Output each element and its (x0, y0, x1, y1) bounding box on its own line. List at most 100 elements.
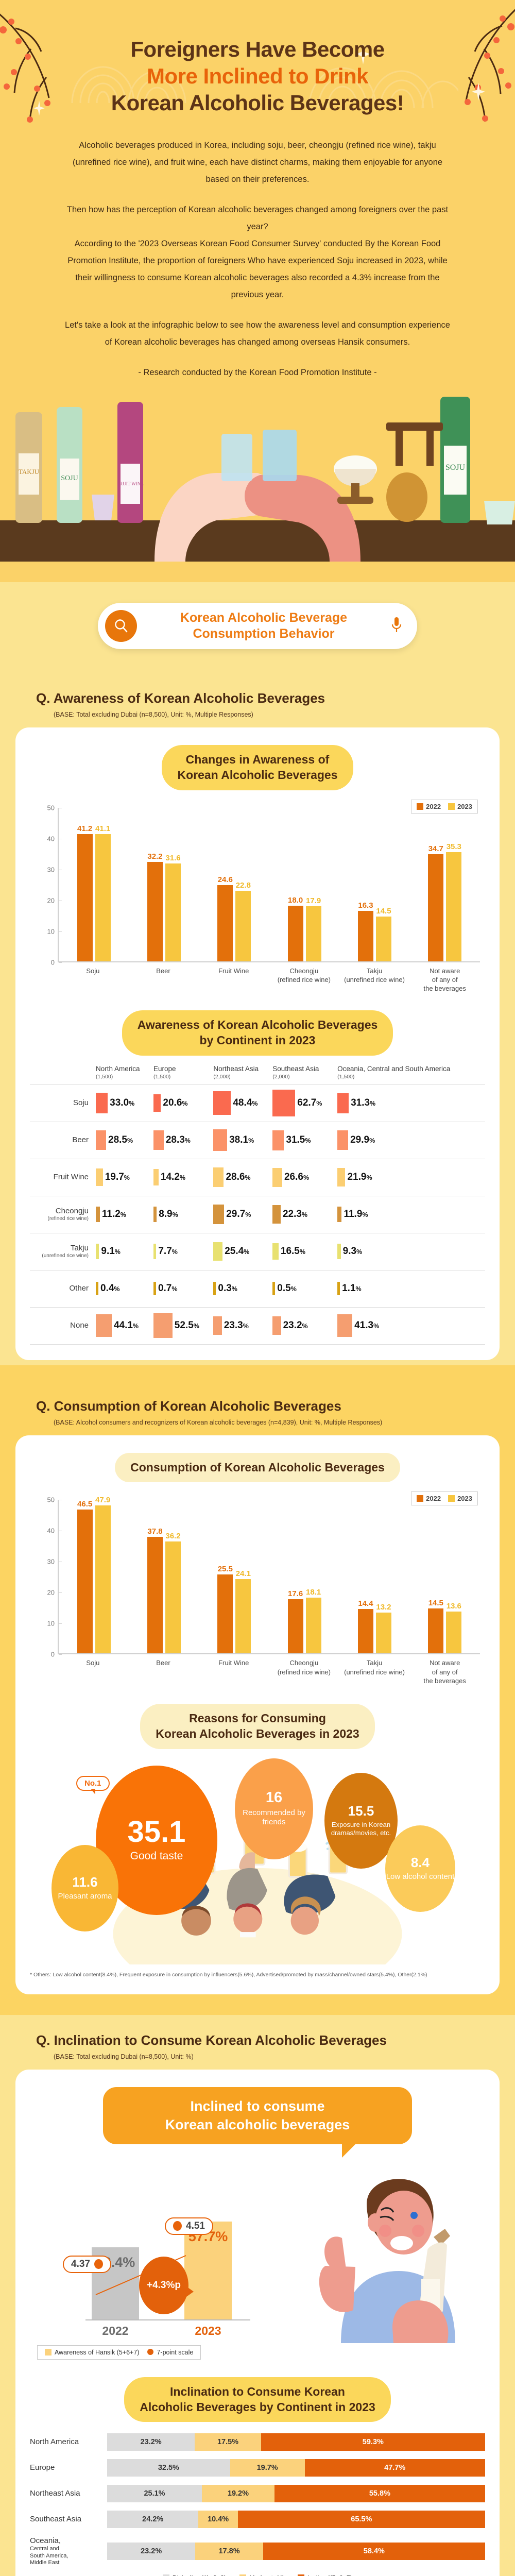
cell-bar (153, 1094, 161, 1112)
awareness-chart-title-line-1: Changes in Awareness of (185, 753, 330, 767)
cell-value: 20.6% (163, 1097, 188, 1109)
cell-value: 29.9% (350, 1134, 375, 1146)
table-cell: 23.3% (213, 1307, 272, 1344)
table-corner (30, 1065, 96, 1084)
bar-value: 14.5 (376, 907, 391, 916)
cell-value: 23.3% (224, 1320, 249, 1331)
banner-title-line-1: Korean Alcoholic Beverage (180, 611, 348, 625)
cell-value: 52.5% (174, 1320, 199, 1331)
inclination-continent-title-line-1: Inclination to Consume Korean (170, 2384, 345, 2398)
plot-area: 0 10 20 30 40 50 46.5 47.9 37.8 36.2 25.5 24.1 17.6 1… (47, 1496, 480, 1658)
bar-2023: 14.5 (375, 907, 391, 962)
x-axis-label: Cheongju (refined rice wine) (277, 1659, 331, 1676)
svg-text:SOJU: SOJU (61, 474, 78, 482)
cell-bar (337, 1168, 346, 1187)
score-2022: 4.37 (63, 2255, 111, 2273)
stack-segment: 23.2% (107, 2433, 195, 2451)
x-axis-label: Takju (unrefined rice wine) (344, 1659, 405, 1676)
legend-label-inclined: Inclined(5+6+7) (307, 2574, 352, 2576)
cell-value: 8.9% (159, 1209, 178, 1220)
table-cell: 1.1% (337, 1270, 485, 1307)
bar-2023: 17.9 (305, 896, 321, 962)
legend-item-2022: 2022 (417, 1495, 441, 1502)
inclination-continent-title-line-2: Alcoholic Beverages by Continent in 2023 (140, 2400, 375, 2414)
stacked-row-label: Southeast Asia (30, 2515, 82, 2524)
awareness-section: Q. Awareness of Korean Alcoholic Beverag… (0, 673, 515, 1365)
cell-bar (96, 1168, 103, 1187)
cell-value: 9.3% (342, 1246, 363, 1257)
x-axis-label: Fruit Wine (218, 967, 249, 975)
table-cell: 22.3% (272, 1196, 337, 1233)
bar-2023: 36.2 (165, 1532, 181, 1654)
reasons-bubbles: 35.1 Good taste No.1 16 Recommended by f… (30, 1758, 485, 1964)
intro-paragraph-2: Then how has the perception of Korean al… (66, 205, 449, 300)
svg-text:SOJU: SOJU (445, 463, 466, 472)
search-icon[interactable] (105, 610, 137, 642)
cell-value: 16.5% (280, 1246, 305, 1257)
consumption-note: * Others: Low alcohol content(8.4%), Fre… (30, 1971, 427, 1978)
y-axis-tick: 10 (47, 1619, 55, 1628)
stacked-row-label: Northeast Asia (30, 2489, 80, 2498)
stack-segment: 65.5% (237, 2511, 485, 2529)
reason-label-1: Good taste (130, 1850, 183, 1862)
search-bar[interactable]: Korean Alcoholic Beverage Consumption Be… (98, 603, 417, 650)
legend-label-2023: 2023 (457, 803, 472, 811)
cell-value: 25.4% (225, 1246, 250, 1257)
stacked-bar: 23.2% 17.8% 58.4% (107, 2543, 485, 2561)
stacked-bar: 24.2% 10.4% 65.5% (107, 2511, 485, 2529)
bar-value: 14.5 (428, 1599, 443, 1608)
svg-text:FRUIT WINE: FRUIT WINE (117, 481, 144, 486)
y-axis-tick: 50 (47, 804, 55, 812)
cell-value: 14.2% (160, 1172, 186, 1183)
chart-legend: 2022 2023 (411, 1492, 478, 1506)
bar-2023-label: 2023 (195, 2324, 221, 2337)
svg-text:TAKJU: TAKJU (19, 468, 40, 476)
x-axis-label: Beer (156, 967, 170, 975)
page-title: Foreigners Have Become More Inclined to … (31, 36, 484, 116)
delta-badge: +4.3%p (139, 2256, 194, 2314)
bar-2022: 41.2 (77, 824, 93, 962)
search-banner-section: Korean Alcoholic Beverage Consumption Be… (0, 582, 515, 673)
stacked-bar-row: Northeast Asia 25.1% 19.2% 55.8% (30, 2485, 485, 2503)
score-dot-icon (173, 2221, 182, 2231)
bar-2022: 46.5 (77, 1500, 93, 1654)
microphone-glyph (391, 617, 402, 632)
intro-paragraph-4: - Research conducted by the Korean Food … (138, 368, 377, 378)
cell-value: 62.7% (297, 1097, 322, 1109)
bar-value: 24.1 (235, 1569, 251, 1578)
stack-segment: 24.2% (107, 2511, 199, 2529)
table-cell: 28.6% (213, 1159, 272, 1196)
reason-bubble-2: 16 Recommended by friends (235, 1758, 313, 1859)
table-row: Soju 33.0% 20.6% 48.4% 62.7% 31.3% (30, 1084, 485, 1122)
cell-bar (272, 1316, 281, 1335)
consumption-grouped-bar-chart: 2022 2023 0 10 20 30 40 50 46.5 47.9 37.8 36.2 25.… (30, 1492, 485, 1685)
table-row: Beer 28.5% 28.3% 38.1% 31.5% 29.9% (30, 1122, 485, 1159)
bar-2023: 13.6 (446, 1602, 462, 1654)
cell-bar (96, 1130, 106, 1150)
stack-segment: 25.1% (107, 2485, 202, 2503)
row-label: None (70, 1321, 89, 1330)
table-cell: 19.7% (96, 1159, 153, 1196)
table-cell: 14.2% (153, 1159, 213, 1196)
stack-segment: 19.7% (230, 2459, 305, 2477)
inclination-base: (BASE: Total excluding Dubai (n=8,500), … (54, 2053, 194, 2061)
microphone-icon[interactable] (390, 616, 404, 636)
bar-2023: 18.1 (305, 1588, 321, 1654)
reason-value-5: 8.4 (410, 1854, 430, 1870)
cell-bar (96, 1093, 108, 1113)
cell-value: 48.4% (233, 1097, 258, 1109)
cell-value: 29.7% (226, 1209, 251, 1220)
reason-bubble-5: 8.4 Low alcohol content (385, 1825, 455, 1912)
stacked-bar: 25.1% 19.2% 55.8% (107, 2485, 485, 2503)
table-cell: 11.2% (96, 1196, 153, 1233)
intro-text: Alcoholic beverages produced in Korea, i… (62, 137, 453, 381)
cell-value: 31.3% (351, 1097, 376, 1109)
stack-segment: 23.2% (107, 2543, 196, 2561)
stacked-row-label: North America (30, 2437, 79, 2447)
stacked-bar: 23.2% 17.5% 59.3% (107, 2433, 485, 2451)
plot-area: 0 10 20 30 40 50 41.2 41.1 32.2 31.6 24.6 22.8 18.0 1… (47, 804, 480, 967)
consumption-base: (BASE: Alcohol consumers and recognizers… (54, 1418, 383, 1426)
cell-value: 0.4% (100, 1283, 120, 1294)
reason-label-4: Pleasant aroma (58, 1891, 112, 1901)
